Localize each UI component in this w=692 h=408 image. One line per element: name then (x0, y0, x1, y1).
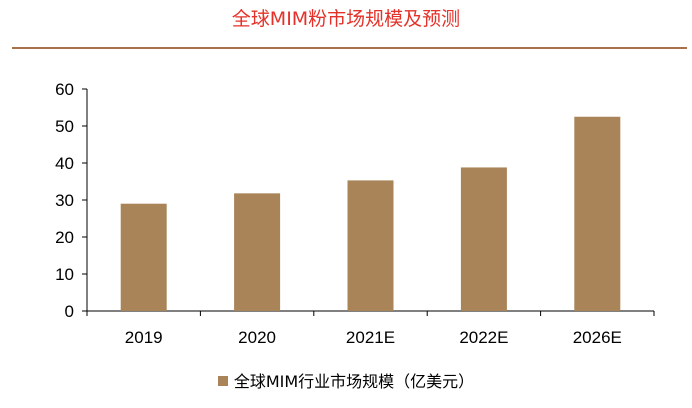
y-axis-ticks: 0 10 20 30 40 50 60 (55, 80, 87, 321)
y-tick-label: 10 (55, 265, 74, 284)
y-tick-label: 40 (55, 154, 74, 173)
x-tick-label: 2020 (238, 328, 276, 347)
x-tick-label: 2022E (459, 328, 508, 347)
bar (574, 116, 621, 311)
legend-swatch (217, 376, 228, 386)
bar-chart: 0 10 20 30 40 50 60 2019 2020 2021E 2022E 2026E (55, 80, 655, 347)
bars (120, 116, 621, 311)
bar (120, 203, 167, 311)
title-divider (12, 47, 687, 49)
y-tick-label: 20 (55, 228, 74, 247)
legend: 全球MIM行业市场规模（亿美元） (0, 372, 692, 392)
legend-label: 全球MIM行业市场规模（亿美元） (233, 372, 475, 391)
bar (460, 167, 507, 311)
x-tick-label: 2019 (125, 328, 163, 347)
chart-title: 全球MIM粉市场规模及预测 (231, 8, 461, 30)
y-tick-label: 60 (55, 80, 74, 99)
y-tick-label: 0 (65, 302, 74, 321)
bar (347, 180, 394, 311)
y-tick-label: 50 (55, 117, 74, 136)
x-axis-ticks: 2019 2020 2021E 2022E 2026E (86, 311, 655, 347)
bar (234, 193, 281, 311)
y-tick-label: 30 (55, 191, 74, 210)
x-tick-label: 2021E (346, 328, 395, 347)
x-tick-label: 2026E (573, 328, 622, 347)
